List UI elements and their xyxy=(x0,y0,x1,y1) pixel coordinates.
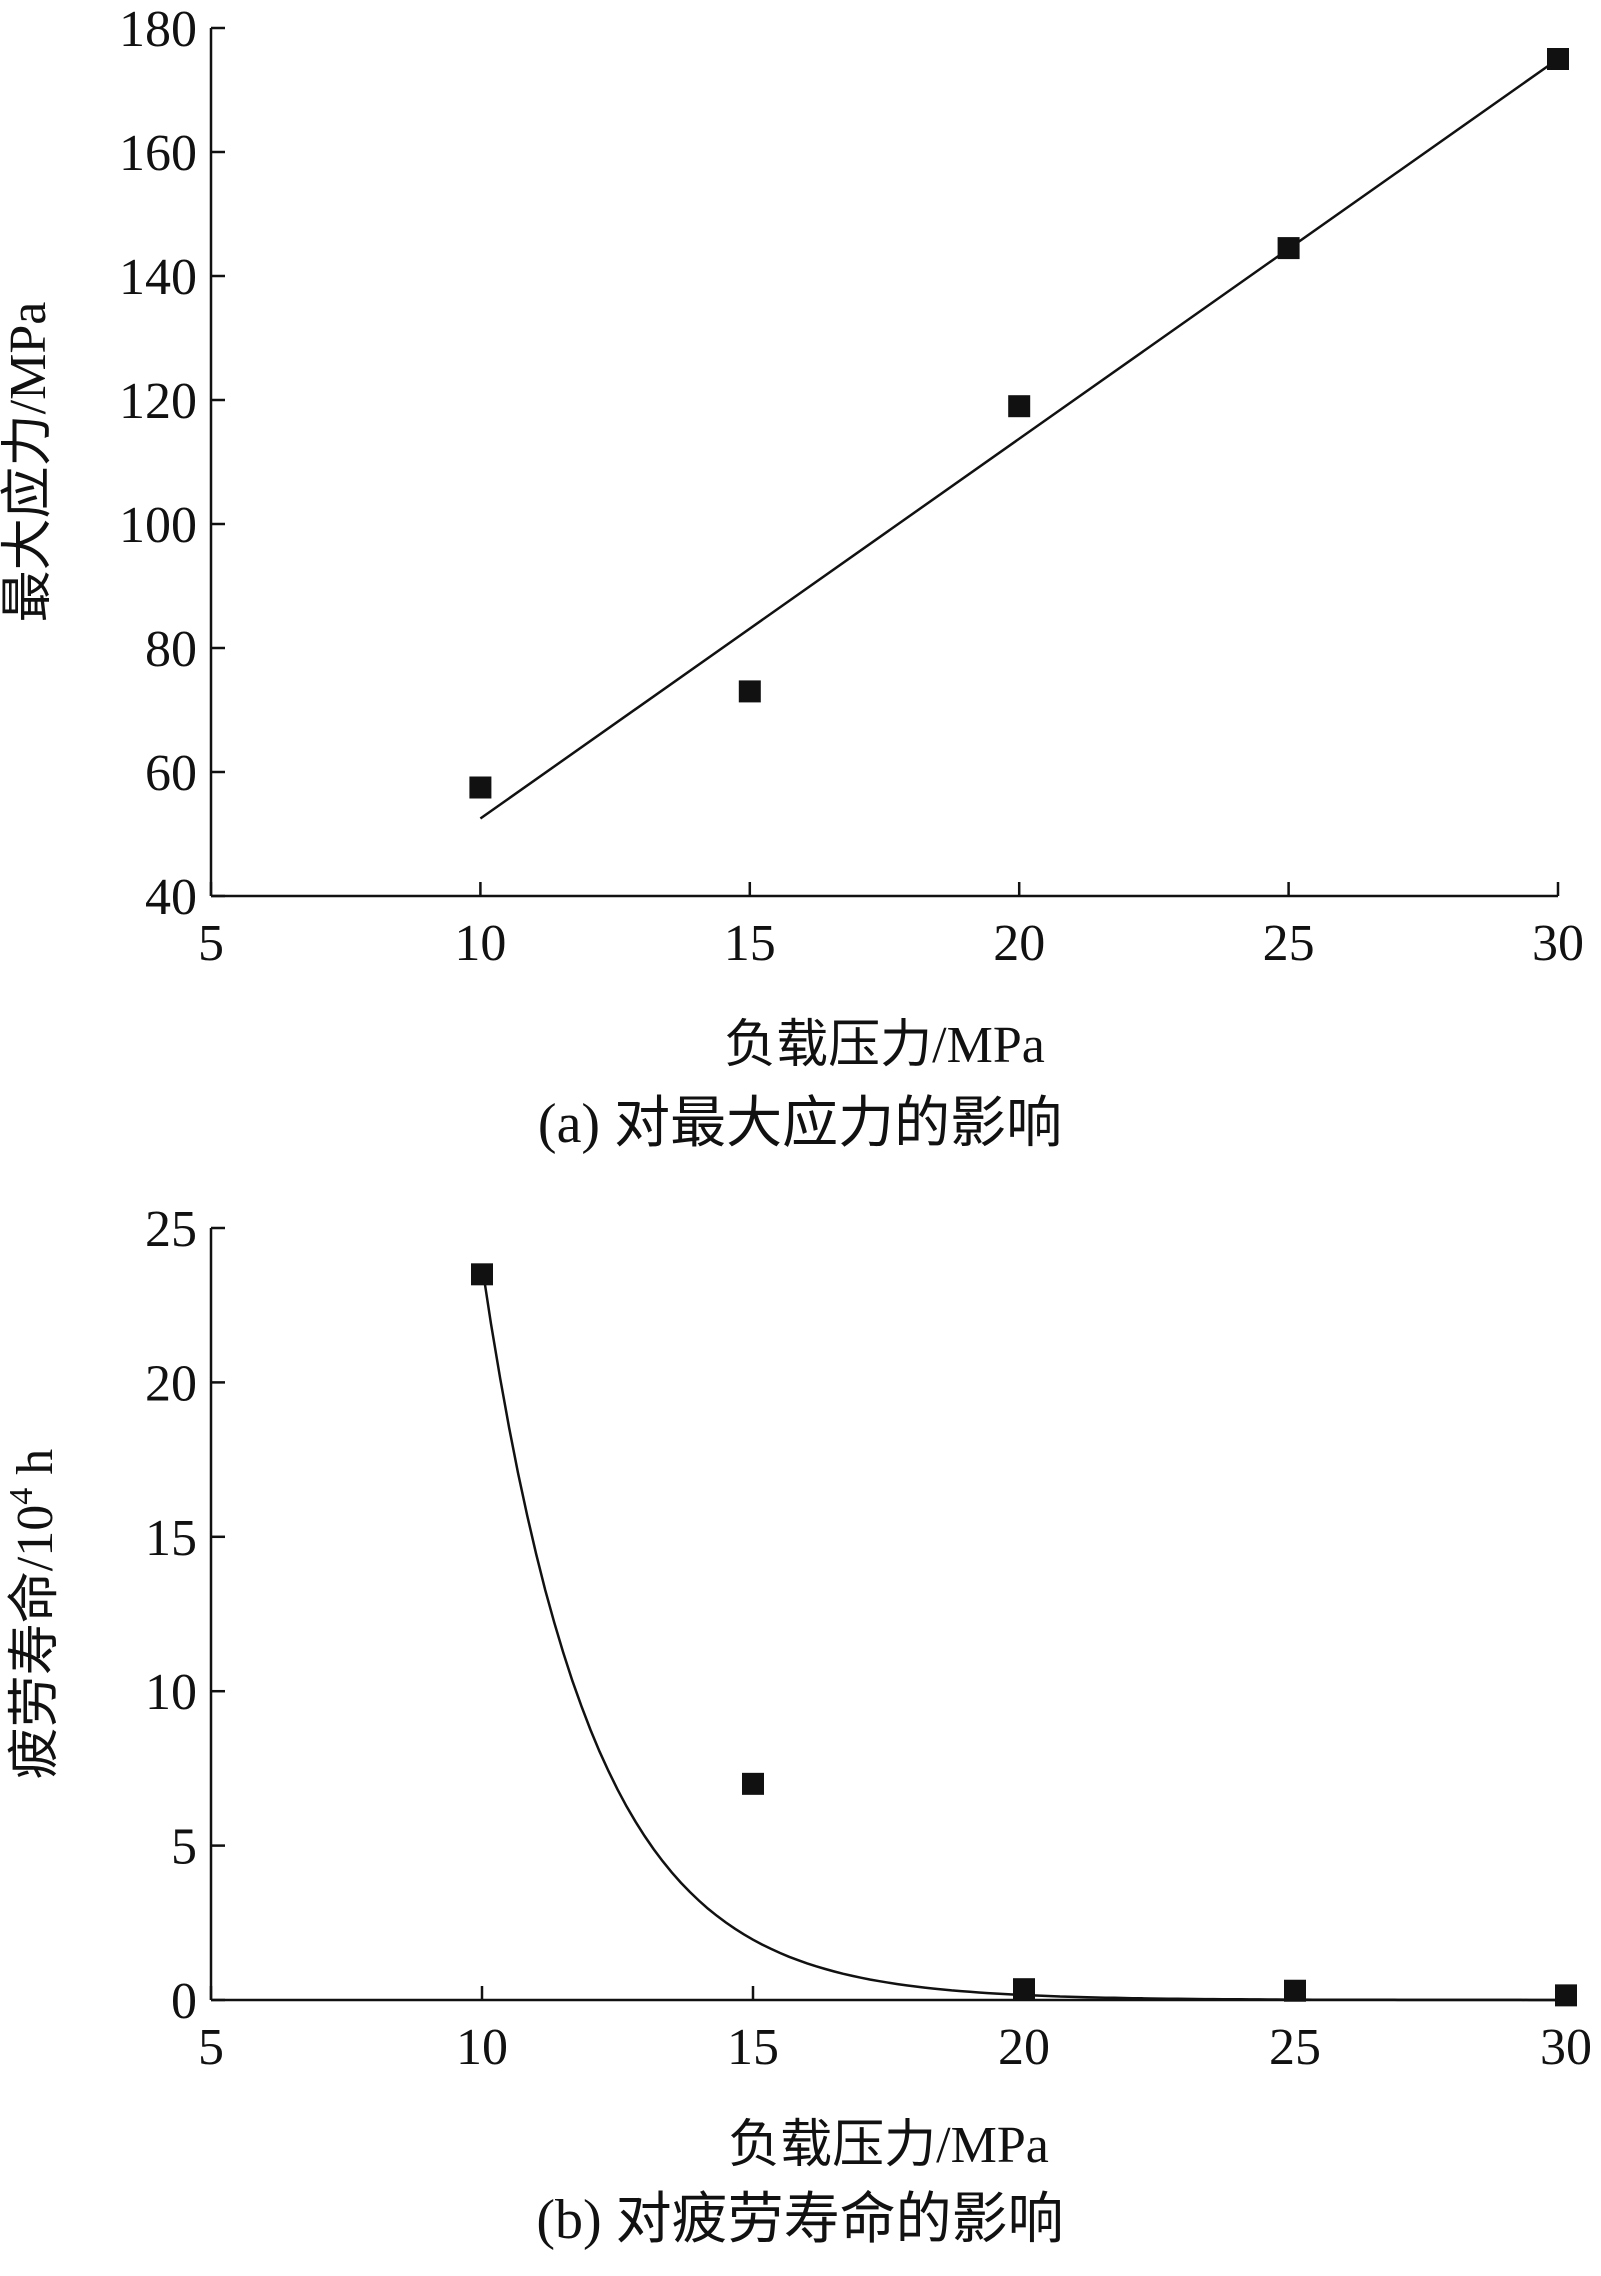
data-point xyxy=(742,1772,764,1795)
y-tick-label: 180 xyxy=(119,1,197,58)
x-tick-label: 25 xyxy=(1269,2019,1321,2076)
chart-max-stress: 40 60 80 100 120 140 160 180 5 10 15 20 25 30 负载压力/MPa… xyxy=(0,1,1584,1074)
y-tick-label: 20 xyxy=(145,1355,197,1412)
x-tick-label: 20 xyxy=(998,2019,1050,2076)
x-tick-label: 30 xyxy=(1540,2019,1592,2076)
caption-a: (a) 对最大应力的影响 xyxy=(538,1093,1062,1155)
y-axis-label: 疲劳寿命/104 h xyxy=(3,1449,64,1779)
data-point xyxy=(1284,1979,1306,2002)
data-point xyxy=(1547,48,1569,70)
y-tick-label: 120 xyxy=(119,373,197,430)
y-tick-label: 0 xyxy=(171,1973,197,2030)
x-tick-label: 10 xyxy=(456,2019,508,2076)
y-axis-label: 最大应力/MPa xyxy=(0,302,57,623)
y-tick-label: 140 xyxy=(119,249,197,306)
data-point xyxy=(469,776,492,799)
y-tick-label: 25 xyxy=(145,1201,197,1258)
y-tick-label: 5 xyxy=(171,1819,197,1876)
data-point xyxy=(1277,237,1300,260)
x-tick-label: 5 xyxy=(198,2019,224,2076)
data-point xyxy=(738,680,761,703)
x-axis-label: 负载压力/MPa xyxy=(728,2117,1049,2174)
y-tick-label: 10 xyxy=(145,1664,197,1721)
y-tick-label: 15 xyxy=(145,1510,197,1567)
x-tick-label: 5 xyxy=(198,915,224,972)
fit-curve xyxy=(480,1264,1566,2002)
x-tick-label: 30 xyxy=(1532,915,1584,972)
y-tick-label: 160 xyxy=(119,125,197,182)
x-tick-label: 25 xyxy=(1263,915,1315,972)
y-tick-label: 100 xyxy=(119,497,197,554)
x-tick-label: 10 xyxy=(454,915,506,972)
data-point xyxy=(1555,1984,1577,2007)
x-tick-label: 15 xyxy=(724,915,776,972)
x-tick-label: 15 xyxy=(727,2019,779,2076)
y-tick-label: 40 xyxy=(145,869,197,926)
x-tick-label: 20 xyxy=(993,915,1045,972)
data-point xyxy=(471,1263,493,1286)
y-tick-label: 60 xyxy=(145,745,197,802)
data-point xyxy=(1013,1978,1035,2001)
y-tick-label: 80 xyxy=(145,621,197,678)
data-point xyxy=(1008,395,1031,418)
fit-line xyxy=(479,57,1559,820)
caption-b: (b) 对疲劳寿命的影响 xyxy=(536,2189,1063,2251)
x-axis-label: 负载压力/MPa xyxy=(724,1017,1045,1074)
